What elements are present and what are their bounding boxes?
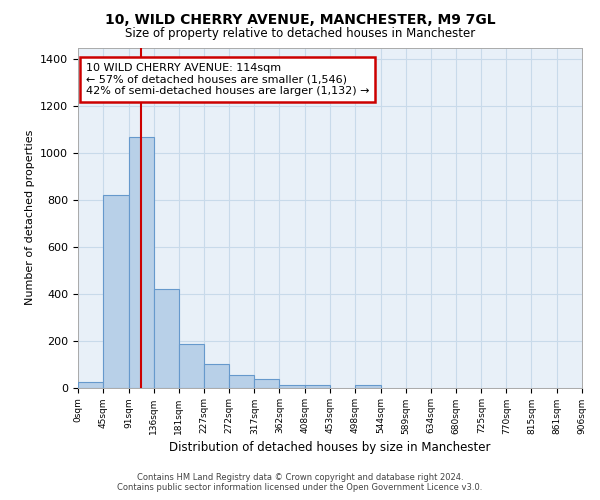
Bar	[78, 382, 103, 388]
Y-axis label: Number of detached properties: Number of detached properties	[25, 130, 35, 305]
Bar	[280, 385, 305, 388]
Bar	[179, 344, 204, 388]
Bar	[355, 385, 380, 388]
Bar	[229, 374, 254, 388]
X-axis label: Distribution of detached houses by size in Manchester: Distribution of detached houses by size …	[169, 440, 491, 454]
Bar	[103, 195, 128, 388]
Text: Size of property relative to detached houses in Manchester: Size of property relative to detached ho…	[125, 28, 475, 40]
Bar	[254, 379, 280, 388]
Bar	[154, 289, 179, 388]
Bar	[204, 364, 229, 388]
Text: 10, WILD CHERRY AVENUE, MANCHESTER, M9 7GL: 10, WILD CHERRY AVENUE, MANCHESTER, M9 7…	[104, 12, 496, 26]
Bar	[305, 385, 330, 388]
Bar	[128, 136, 154, 388]
Text: 10 WILD CHERRY AVENUE: 114sqm
← 57% of detached houses are smaller (1,546)
42% o: 10 WILD CHERRY AVENUE: 114sqm ← 57% of d…	[86, 63, 369, 96]
Text: Contains HM Land Registry data © Crown copyright and database right 2024.
Contai: Contains HM Land Registry data © Crown c…	[118, 473, 482, 492]
